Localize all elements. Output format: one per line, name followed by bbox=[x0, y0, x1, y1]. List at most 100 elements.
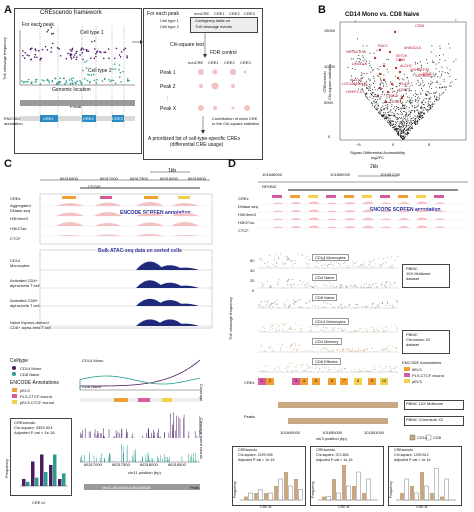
d-point bbox=[277, 326, 279, 328]
table-col-cre2: CRE2 bbox=[229, 11, 240, 16]
d-point bbox=[352, 349, 353, 351]
a-dot bbox=[73, 54, 76, 56]
d-point bbox=[340, 367, 342, 369]
b-point bbox=[398, 128, 400, 130]
c-encode-peak bbox=[94, 212, 122, 216]
b-point bbox=[372, 70, 374, 72]
c-coord-2: 66317500 bbox=[130, 176, 148, 181]
c-encode-peak bbox=[136, 234, 164, 236]
b-point bbox=[391, 112, 393, 114]
b-point bbox=[424, 98, 426, 100]
d-point bbox=[343, 263, 345, 265]
b-point bbox=[362, 56, 364, 58]
b-point bbox=[417, 94, 419, 96]
b-point bbox=[386, 93, 388, 95]
b-point bbox=[371, 91, 373, 93]
b-point bbox=[413, 94, 415, 96]
d-point bbox=[376, 351, 378, 352]
d-point bbox=[353, 349, 355, 351]
b-point bbox=[435, 55, 437, 57]
table-col-cre1-2: CRE1 bbox=[208, 60, 219, 65]
d-point bbox=[310, 286, 312, 288]
b-point bbox=[407, 96, 409, 98]
d-point bbox=[316, 261, 317, 263]
b-point bbox=[376, 101, 378, 103]
b-point bbox=[400, 110, 402, 112]
d-encode-peak bbox=[344, 226, 356, 228]
b-point bbox=[403, 106, 405, 108]
d-point bbox=[349, 305, 350, 307]
d-peaks: Peaks bbox=[244, 414, 256, 419]
d-point bbox=[274, 300, 276, 302]
d-point bbox=[312, 300, 314, 302]
b-sig-point bbox=[376, 94, 380, 98]
b-point bbox=[374, 102, 376, 104]
b-point bbox=[407, 132, 409, 134]
b-point bbox=[430, 92, 432, 94]
b-point bbox=[397, 117, 399, 119]
b-point bbox=[432, 103, 434, 105]
a-cre3-text: CRE3 bbox=[112, 116, 123, 121]
b-point bbox=[396, 117, 398, 119]
b-gene-label: SAP30BP bbox=[415, 74, 431, 78]
b-point bbox=[425, 101, 427, 103]
a-peak-bar bbox=[20, 100, 135, 106]
d-point bbox=[367, 306, 369, 308]
d-point bbox=[351, 370, 353, 372]
d-point bbox=[360, 328, 362, 330]
d-point bbox=[363, 350, 365, 352]
b-gene-label: CD55 bbox=[415, 24, 425, 28]
d-point bbox=[336, 348, 338, 350]
a-dot bbox=[28, 54, 30, 57]
d-peak-tag-1-box bbox=[404, 416, 464, 426]
b-point bbox=[416, 123, 418, 125]
d-point bbox=[371, 306, 373, 308]
c-bar-cd8 bbox=[62, 473, 66, 486]
d-point bbox=[345, 306, 347, 308]
d-point bbox=[362, 306, 363, 308]
d-point bbox=[279, 347, 281, 349]
d-point bbox=[332, 348, 334, 350]
b-point bbox=[395, 116, 397, 118]
a-dot bbox=[82, 58, 84, 61]
b-point bbox=[381, 94, 383, 96]
b-point bbox=[451, 81, 453, 83]
d-point bbox=[351, 285, 353, 287]
d-point bbox=[297, 284, 299, 286]
b-point bbox=[397, 131, 399, 133]
b-point bbox=[404, 118, 406, 120]
d-point bbox=[288, 362, 290, 364]
b-point bbox=[395, 105, 397, 107]
d-point bbox=[395, 347, 397, 349]
d-point bbox=[389, 365, 391, 367]
d-point bbox=[381, 265, 382, 267]
d-point bbox=[264, 350, 266, 352]
b-point bbox=[432, 102, 434, 104]
a-dot bbox=[126, 79, 129, 82]
d-encode-peak bbox=[326, 210, 338, 212]
d-point bbox=[263, 370, 265, 372]
d-point bbox=[395, 260, 397, 262]
b-gene-label: HIVEP2-DT bbox=[346, 90, 365, 94]
d-point bbox=[328, 264, 330, 266]
b-point bbox=[400, 130, 402, 132]
d-point bbox=[314, 282, 316, 284]
d-point bbox=[305, 283, 307, 285]
table-row-1: Cell type 1 bbox=[160, 18, 179, 23]
d-point bbox=[271, 327, 273, 329]
b-point bbox=[384, 113, 386, 115]
b-point bbox=[398, 125, 400, 127]
d-point bbox=[360, 370, 362, 371]
a-dot bbox=[118, 64, 121, 66]
b-point bbox=[408, 96, 410, 98]
d-pbmc-chromium: PBMC Chromium X2 dataset bbox=[406, 332, 431, 347]
d-point bbox=[340, 287, 342, 289]
b-point bbox=[410, 99, 412, 101]
b-point bbox=[386, 68, 388, 70]
d-bar-cd14 bbox=[244, 496, 248, 500]
b-sig-point bbox=[378, 72, 382, 76]
b-point bbox=[385, 81, 387, 83]
a-dot bbox=[39, 83, 42, 85]
d-encode-peak bbox=[290, 202, 302, 204]
a-dot bbox=[75, 82, 77, 85]
